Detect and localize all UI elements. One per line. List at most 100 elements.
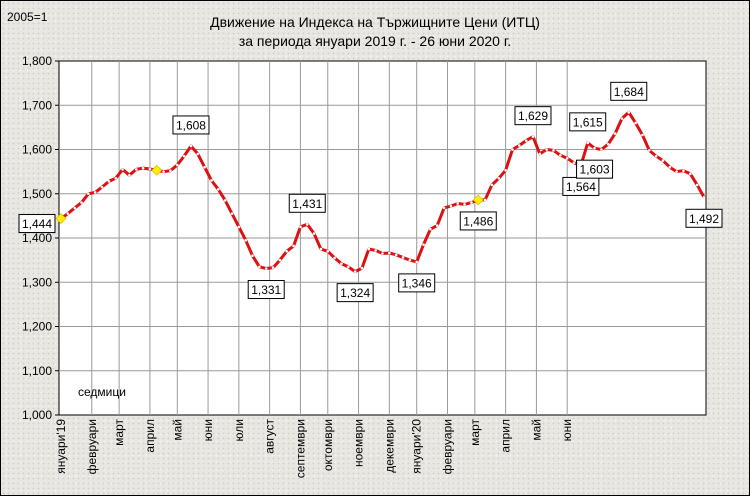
data-point xyxy=(572,161,576,165)
data-point xyxy=(497,176,501,180)
data-point xyxy=(134,168,138,171)
value-label: 1,564 xyxy=(566,180,596,194)
data-point xyxy=(305,222,309,226)
data-point xyxy=(524,139,528,142)
data-point xyxy=(518,144,521,147)
data-point xyxy=(353,270,357,273)
data-point xyxy=(435,224,439,227)
x-tick-label: май xyxy=(529,419,543,441)
data-point xyxy=(169,169,172,173)
value-label-box xyxy=(336,283,374,303)
x-tick-label: март xyxy=(468,419,482,446)
data-point xyxy=(182,154,186,158)
data-point xyxy=(100,185,104,189)
value-label: 1,324 xyxy=(340,286,370,300)
data-point xyxy=(593,146,596,150)
data-point xyxy=(504,168,507,172)
value-label: 1,431 xyxy=(292,197,322,211)
y-axis-ticks: 1,000 1,100 1,200 1,300 1,400 1,500 1,600 1,700… xyxy=(22,54,59,422)
highlight-marker xyxy=(55,213,67,224)
x-tick-label: април xyxy=(499,419,513,453)
y-tick-label: 1,000 xyxy=(22,408,52,422)
data-point xyxy=(668,165,672,169)
data-point xyxy=(559,153,562,157)
x-tick-label: февруари xyxy=(440,419,454,474)
data-point xyxy=(483,198,487,202)
data-point xyxy=(175,163,179,167)
data-point xyxy=(634,121,637,125)
x-tick-label: септември xyxy=(293,419,307,478)
highlight-marker xyxy=(151,164,163,176)
data-point xyxy=(121,168,124,171)
data-point xyxy=(586,141,590,145)
data-point xyxy=(203,165,206,169)
data-point xyxy=(333,256,336,260)
highlight-marker xyxy=(472,194,484,206)
value-label: 1,492 xyxy=(689,212,719,226)
data-point xyxy=(490,183,494,187)
value-label-box xyxy=(172,115,210,135)
y-tick-label: 1,800 xyxy=(22,54,52,68)
x-tick-label: януари'20 xyxy=(410,419,424,474)
data-point xyxy=(312,232,316,235)
data-point xyxy=(545,148,548,151)
data-point xyxy=(538,152,542,156)
value-label-box xyxy=(459,211,497,231)
x-tick-label: юни xyxy=(201,419,215,441)
chart-subtitle: за периода януари 2019 г. - 26 юни 2020 … xyxy=(239,33,511,49)
data-point xyxy=(141,166,145,170)
value-label-box xyxy=(685,208,723,228)
data-point xyxy=(73,206,76,210)
data-point xyxy=(613,132,617,135)
data-point xyxy=(702,195,706,199)
data-point xyxy=(346,265,350,269)
data-point xyxy=(299,225,302,229)
value-label: 1,615 xyxy=(573,115,603,129)
data-point xyxy=(654,154,658,158)
data-point xyxy=(682,169,685,173)
data-point xyxy=(114,176,118,180)
data-point xyxy=(271,266,275,269)
data-point xyxy=(66,212,70,215)
y-tick-label: 1,100 xyxy=(22,364,52,378)
x-tick-label: март xyxy=(112,419,126,446)
value-label: 1,346 xyxy=(402,276,432,290)
data-point xyxy=(107,180,111,183)
data-point xyxy=(230,212,234,215)
x-tick-label: февруари xyxy=(85,419,99,474)
series-group xyxy=(55,110,706,274)
data-point xyxy=(627,111,631,114)
y-tick-label: 1,200 xyxy=(22,320,52,334)
x-tick-label: октомври xyxy=(321,419,335,471)
x-tick-label: юли xyxy=(232,419,246,441)
data-point xyxy=(258,265,261,269)
unit-label: 2005=1 xyxy=(7,10,48,24)
y-tick-label: 1,400 xyxy=(22,231,52,245)
data-point xyxy=(641,133,644,137)
data-point xyxy=(388,251,391,255)
data-point xyxy=(429,227,432,231)
data-point xyxy=(456,202,460,205)
data-point xyxy=(189,144,193,148)
data-point xyxy=(264,267,268,270)
data-point xyxy=(415,260,419,264)
data-point xyxy=(374,249,377,252)
data-point xyxy=(162,170,165,173)
data-point xyxy=(80,201,83,204)
data-point xyxy=(292,244,295,248)
data-point xyxy=(600,148,603,151)
data-point xyxy=(278,258,282,262)
data-point xyxy=(128,173,131,177)
data-point xyxy=(326,249,330,253)
data-point xyxy=(565,157,569,160)
value-label-box xyxy=(247,280,285,300)
data-point xyxy=(87,192,90,196)
data-point xyxy=(381,252,384,255)
data-point xyxy=(251,254,254,257)
x-tick-label: ноември xyxy=(352,419,366,467)
data-point xyxy=(319,247,323,251)
data-point xyxy=(408,258,412,262)
data-point xyxy=(449,204,453,208)
data-point xyxy=(394,253,398,257)
